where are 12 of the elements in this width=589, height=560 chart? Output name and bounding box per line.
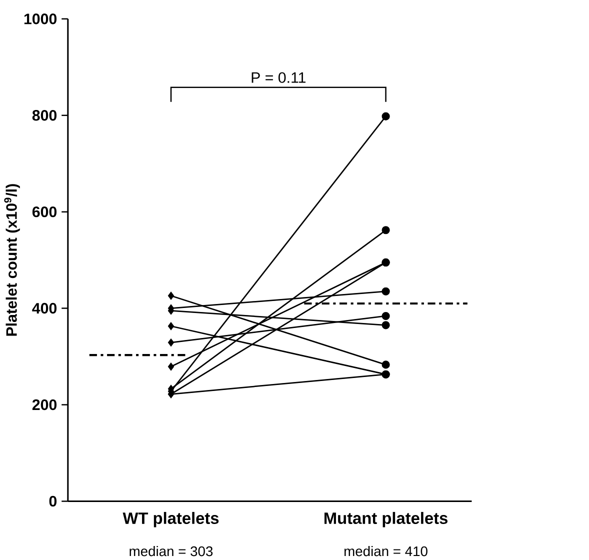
y-tick-label: 400: [32, 302, 57, 314]
y-tick-label: 0: [49, 496, 57, 506]
annotation: P = 0.11: [252, 72, 306, 83]
y-tick-label: 600: [32, 206, 57, 217]
text: median = 410: [344, 546, 428, 556]
x-tick-label: Mutant platelets: [324, 512, 448, 528]
y-tick-label: 800: [32, 110, 57, 121]
y-tick-label: 200: [32, 399, 57, 410]
y-tick-label: 1000: [24, 13, 57, 24]
x-tick-label: WT platelets: [122, 512, 219, 528]
text: median = 303: [130, 546, 213, 556]
y-axis-title: Platelet count (x10$^{9}$/l): [4, 184, 20, 336]
